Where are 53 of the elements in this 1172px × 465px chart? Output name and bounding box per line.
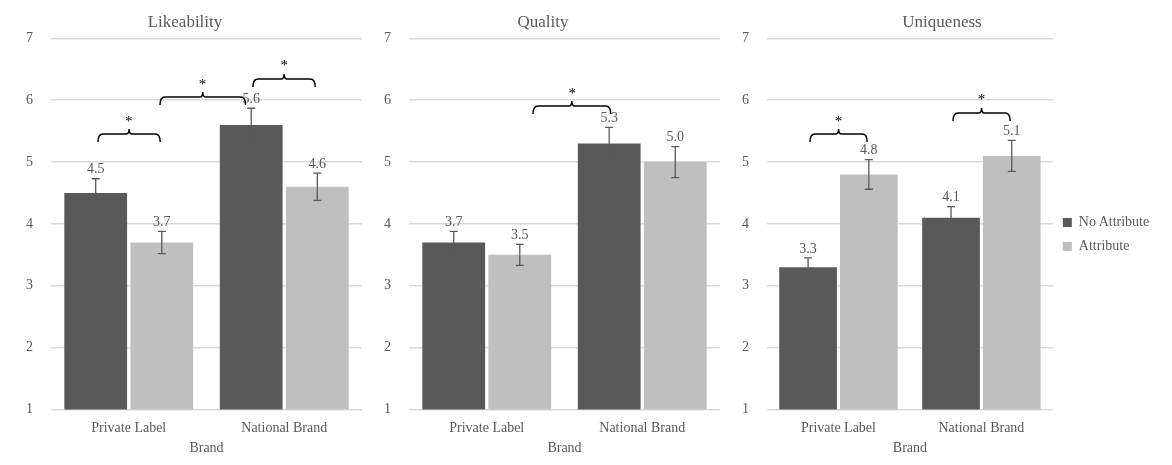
y-tick-label: 2 <box>26 339 33 355</box>
annotation: * <box>198 75 207 92</box>
x-axis-title: Brand <box>189 440 224 456</box>
annotation: * <box>568 84 577 101</box>
data-label: 5.3 <box>600 110 618 126</box>
data-label: 4.8 <box>860 142 878 158</box>
y-tick-label: 3 <box>384 277 391 293</box>
chart-title: Quality <box>517 11 569 31</box>
x-tick-label: Private Label <box>91 420 167 436</box>
data-label: 5.1 <box>1003 123 1021 139</box>
data-label: 4.5 <box>86 161 105 177</box>
annotation: * <box>977 91 986 108</box>
y-tick-label: 5 <box>742 153 749 169</box>
data-label: 3.5 <box>511 226 529 242</box>
y-tick-label: 2 <box>742 339 749 355</box>
y-tick-label: 3 <box>26 277 33 293</box>
annotation: * <box>834 112 843 129</box>
data-label: 3.3 <box>799 240 817 256</box>
x-axis-title: Brand <box>547 440 582 456</box>
y-tick-label: 1 <box>384 401 391 417</box>
legend-label: Attribute <box>1078 238 1130 254</box>
x-tick-label: National Brand <box>599 420 686 436</box>
y-tick-label: 5 <box>26 153 33 169</box>
y-tick-label: 4 <box>384 215 391 231</box>
y-tick-label: 3 <box>742 277 749 293</box>
x-tick-label: National Brand <box>241 420 328 436</box>
annotation: * <box>280 57 288 74</box>
data-label: 5.0 <box>666 129 685 145</box>
y-tick-label: 4 <box>26 215 33 231</box>
y-tick-label: 7 <box>26 30 33 46</box>
data-label: 4.6 <box>308 155 327 171</box>
y-tick-label: 7 <box>742 30 749 46</box>
chart-title: Likeability <box>147 11 223 31</box>
y-tick-label: 6 <box>742 91 749 107</box>
y-tick-label: 4 <box>742 215 749 231</box>
x-tick-label: National Brand <box>938 420 1025 436</box>
y-tick-label: 6 <box>384 91 391 107</box>
data-label: 3.7 <box>153 213 171 229</box>
data-label: 4.1 <box>942 189 960 205</box>
data-label: 5.6 <box>242 90 260 106</box>
y-tick-label: 6 <box>26 91 33 107</box>
annotation: * <box>125 112 133 129</box>
data-label: 3.7 <box>444 213 463 229</box>
y-tick-label: 1 <box>742 401 749 417</box>
y-tick-label: 5 <box>384 153 391 169</box>
y-tick-label: 1 <box>26 401 33 417</box>
y-tick-label: 7 <box>384 30 391 46</box>
x-axis-title: Brand <box>892 440 928 456</box>
x-tick-label: Private Label <box>800 420 877 436</box>
chart-title: Uniqueness <box>902 11 982 31</box>
y-tick-label: 2 <box>384 339 391 355</box>
x-tick-label: Private Label <box>449 420 525 436</box>
legend-label: No Attribute <box>1078 214 1150 230</box>
